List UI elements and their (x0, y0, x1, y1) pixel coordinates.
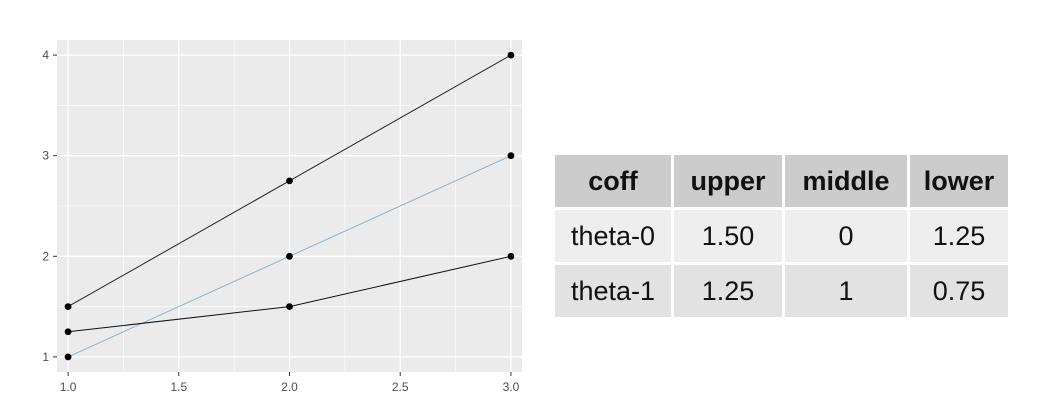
table-cell: 1.25 (674, 265, 785, 320)
table-row: theta-1 1.25 1 0.75 (555, 265, 1008, 320)
table-cell: theta-0 (555, 210, 674, 265)
table-header-row: coff upper middle lower (555, 155, 1008, 210)
header-cell: lower (910, 155, 1008, 210)
table-row: theta-0 1.50 0 1.25 (555, 210, 1008, 265)
x-tick-label: 2.5 (392, 380, 409, 394)
table-cell: 1 (785, 265, 910, 320)
series-3-point (507, 252, 515, 260)
table-cell: theta-1 (555, 265, 674, 320)
y-tick-label: 4 (42, 48, 49, 62)
x-tick-label: 1.5 (170, 380, 187, 394)
y-tick-label: 2 (42, 249, 49, 263)
header-cell: middle (785, 155, 910, 210)
series-3-point (64, 328, 72, 336)
series-2-point (507, 152, 515, 160)
coefficient-table: coff upper middle lower theta-0 1.50 0 1… (555, 155, 1008, 320)
table-cell: 1.25 (910, 210, 1008, 265)
header-cell: upper (674, 155, 785, 210)
table-cell: 1.50 (674, 210, 785, 265)
y-tick-label: 3 (42, 149, 49, 163)
series-3-point (286, 303, 293, 311)
header-cell: coff (555, 155, 674, 210)
x-tick-label: 1.0 (60, 380, 77, 394)
y-tick-label: 1 (42, 350, 49, 364)
x-tick-label: 3.0 (503, 380, 520, 394)
x-tick-label: 2.0 (281, 380, 298, 394)
series-2-point (64, 353, 72, 361)
line-chart: 1.0 1.5 2.0 2.5 3.0 1 2 3 4 (42, 40, 522, 394)
series-2-point (286, 252, 293, 260)
table-cell: 0 (785, 210, 910, 265)
table-cell: 0.75 (910, 265, 1008, 320)
series-1-point (64, 303, 72, 311)
chart-svg: 1.0 1.5 2.0 2.5 3.0 1 2 3 4 (42, 40, 522, 394)
series-1-point (286, 177, 293, 185)
series-1-point (507, 51, 515, 59)
